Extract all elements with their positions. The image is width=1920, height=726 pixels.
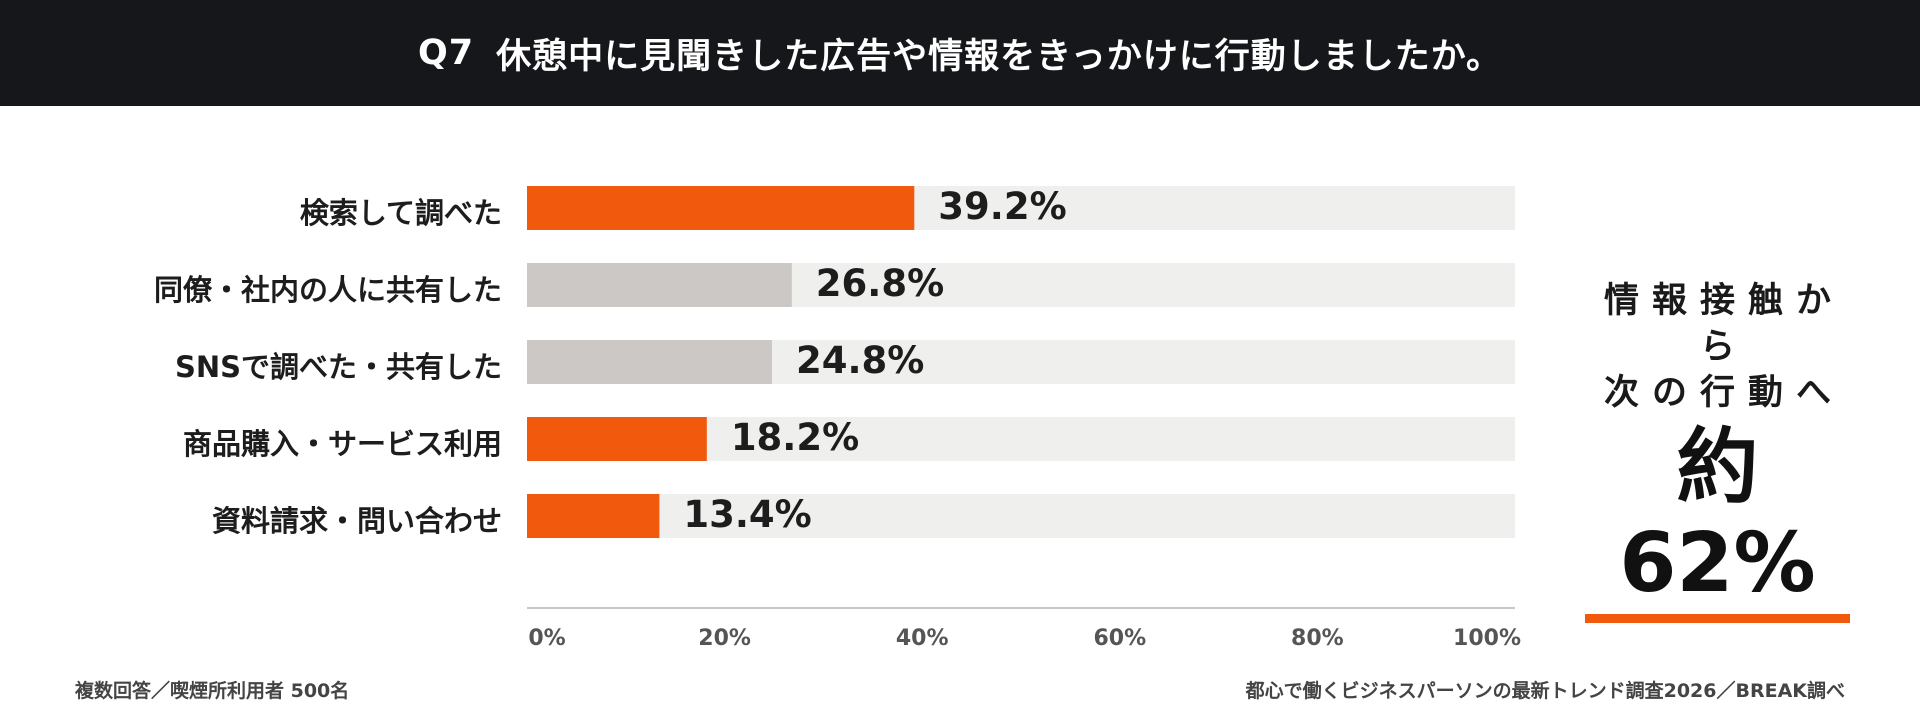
x-tick-label: 60% (1093, 626, 1147, 651)
footnote-sample: 複数回答／喫煙所利用者 500名 (75, 680, 350, 702)
bar (527, 494, 660, 538)
category-label: 資料請求・問い合わせ (211, 504, 502, 538)
category-label: 同僚・社内の人に共有した (153, 273, 502, 307)
category-label: 検索して調べた (299, 196, 502, 230)
question-text: 休憩中に見聞きした広告や情報をきっかけに行動しましたか。 (496, 36, 1502, 77)
category-label: 商品購入・サービス利用 (182, 427, 502, 461)
callout-line-2: 次の行動へ (1603, 373, 1844, 413)
x-tick-label: 40% (895, 626, 949, 651)
bar (527, 417, 707, 461)
x-tick-label: 0% (528, 626, 566, 651)
bar (527, 186, 915, 230)
value-label: 13.4% (683, 493, 812, 536)
value-label: 39.2% (938, 185, 1067, 228)
callout-percentage: 約62% (1619, 420, 1816, 611)
summary-callout: 情報接触から 次の行動へ 約62% (1585, 278, 1850, 623)
footnote-source: 都心で働くビジネスパーソンの最新トレンド調査2026／BREAK調べ (1245, 680, 1845, 702)
callout-underline (1585, 614, 1850, 623)
header-bar: Q7 休憩中に見聞きした広告や情報をきっかけに行動しましたか。 (0, 0, 1920, 106)
x-tick-label: 20% (698, 626, 751, 651)
category-label: SNSで調べた・共有した (174, 350, 502, 384)
question-number: Q7 (417, 33, 475, 73)
value-label: 18.2% (730, 416, 860, 459)
value-label: 24.8% (796, 339, 925, 382)
value-label: 26.8% (815, 262, 945, 305)
x-tick-label: 100% (1453, 626, 1521, 651)
bar (527, 340, 773, 384)
bar-track (527, 494, 1515, 538)
x-tick-label: 80% (1291, 626, 1344, 651)
bar (527, 263, 792, 307)
callout-line-1: 情報接触から (1603, 281, 1844, 367)
